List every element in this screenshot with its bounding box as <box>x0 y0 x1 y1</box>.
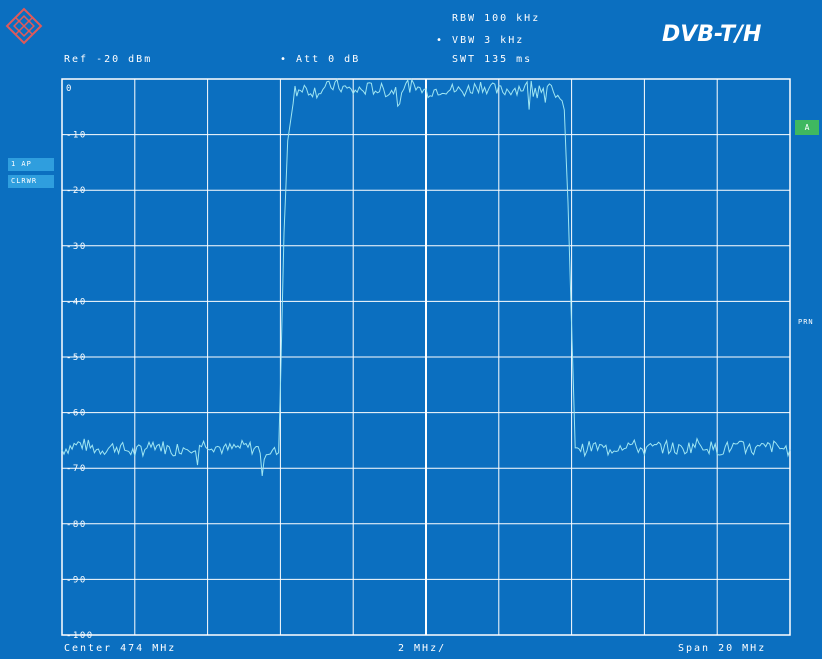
vbw-readout: • VBW 3 kHz <box>436 35 524 46</box>
grid-lines <box>61 78 791 636</box>
swt-readout: SWT 135 ms <box>452 54 533 65</box>
trace-line <box>61 78 791 476</box>
y-tick-label: -30 <box>66 242 87 252</box>
att-value: Att 0 dB <box>296 54 361 65</box>
rohde-schwarz-logo-icon <box>4 6 44 50</box>
y-tick-labels: 0 -10 -20 -30 -40 -50 -60 -70 -80 -90 -100 <box>66 84 94 641</box>
brand-title: DVB-T/H <box>662 22 762 47</box>
rbw-readout: RBW 100 kHz <box>452 13 541 24</box>
y-tick-label: -80 <box>66 520 87 530</box>
trace-mode: CLRWR <box>11 177 38 185</box>
att-marker: • <box>280 54 297 65</box>
y-tick-label: -10 <box>66 131 87 141</box>
marker-a-badge: A <box>795 120 819 135</box>
prn-marker: PRN <box>798 318 814 326</box>
y-tick-label: -90 <box>66 575 87 585</box>
y-tick-label: -70 <box>66 464 87 474</box>
trace-mode-box: CLRWR <box>8 175 54 188</box>
y-tick-label: -50 <box>66 353 87 363</box>
y-tick-label: -100 <box>66 631 94 641</box>
trace-label-box: 1 AP <box>8 158 54 171</box>
trace-label: 1 AP <box>11 160 32 168</box>
division-scale: 2 MHz/ <box>398 643 447 654</box>
y-tick-label: -40 <box>66 297 87 307</box>
span-readout: Span 20 MHz <box>678 643 767 654</box>
attenuation: • Att 0 dB <box>280 54 360 65</box>
center-frequency: Center 474 MHz <box>64 643 177 654</box>
y-tick-label: 0 <box>66 84 73 94</box>
y-tick-label: -60 <box>66 409 87 419</box>
vbw-marker: • <box>436 35 453 46</box>
ref-level: Ref -20 dBm <box>64 54 153 65</box>
vbw-value: VBW 3 kHz <box>452 35 525 46</box>
y-tick-label: -20 <box>66 186 87 196</box>
